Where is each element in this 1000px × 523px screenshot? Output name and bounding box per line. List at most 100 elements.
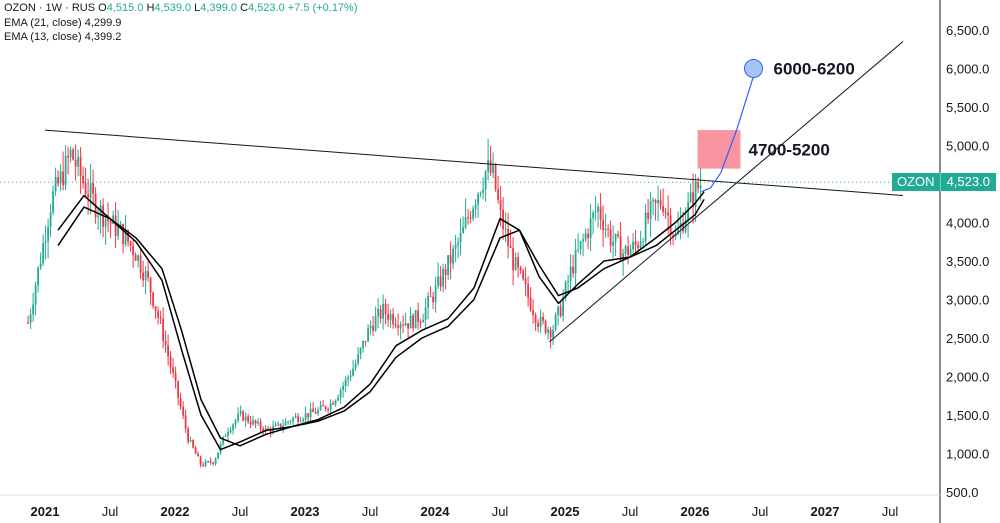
- candle-body-down: [332, 403, 334, 405]
- candle-body-down: [617, 234, 619, 237]
- candle-body-down: [444, 268, 447, 276]
- legend-symbol-line[interactable]: OZON · 1W · RUS O4,515.0 H4,539.0 L4,399…: [4, 2, 358, 15]
- candle-body-up: [214, 458, 217, 464]
- candle-body-up: [117, 225, 119, 236]
- candle-body-up: [547, 329, 549, 333]
- candle-body-up: [229, 430, 232, 433]
- legend-ema21[interactable]: EMA (21, close) 4,299.9: [4, 17, 121, 30]
- ema13-line: [57, 191, 705, 451]
- low-label: L: [194, 2, 201, 14]
- candle-body-up: [442, 268, 444, 287]
- candle-body-down: [179, 397, 182, 407]
- candle-body-up: [557, 306, 559, 315]
- candle-body-down: [62, 171, 64, 186]
- candle-body-up: [589, 218, 592, 239]
- candle-body-down: [259, 421, 262, 429]
- candle-body-up: [484, 171, 487, 190]
- close-label: C: [240, 2, 249, 14]
- lines-layer: [0, 41, 940, 451]
- candle-body-down: [627, 246, 629, 256]
- candle-body-up: [277, 423, 279, 425]
- candle-body-up: [69, 149, 72, 158]
- candle-body-up: [454, 244, 457, 249]
- candle-body-up: [424, 307, 427, 321]
- candle-body-down: [109, 221, 112, 224]
- candle-body-down: [114, 215, 117, 236]
- candle-body-down: [159, 317, 162, 319]
- candle-body-up: [427, 295, 429, 308]
- y-axis[interactable]: 6,500.06,000.05,500.05,000.04,500.04,000…: [946, 23, 989, 500]
- candle-body-up: [204, 461, 207, 466]
- candle-body-down: [509, 245, 512, 248]
- candle-body-up: [77, 156, 79, 167]
- candle-body-up: [337, 397, 339, 401]
- candle-body-down: [384, 303, 387, 315]
- candle-body-up: [362, 341, 364, 349]
- candle-body-up: [222, 436, 224, 444]
- candle-body-down: [544, 320, 547, 333]
- change-value: +7.5 (+0.17%): [287, 2, 358, 14]
- candle-body-down: [262, 428, 264, 432]
- y-tick-label: 2,000.0: [946, 370, 989, 385]
- target-point-label: 6000-6200: [774, 60, 855, 79]
- annotations-layer: 4700-5200 6000-6200: [697, 59, 855, 193]
- candle-body-up: [52, 191, 54, 213]
- candle-body-down: [619, 236, 622, 261]
- candle-body-up: [37, 267, 39, 286]
- y-tick-label: 3,500.0: [946, 254, 989, 269]
- candle-body-up: [604, 228, 607, 231]
- candle-body-up: [329, 403, 332, 410]
- candle-body-up: [677, 228, 679, 235]
- candle-body-up: [257, 421, 259, 424]
- candle-body-up: [64, 155, 67, 186]
- candles-layer: [27, 138, 702, 468]
- candle-body-up: [447, 255, 449, 276]
- candle-body-down: [267, 428, 269, 430]
- candle-body-up: [414, 310, 417, 329]
- candle-body-down: [397, 325, 399, 328]
- candle-body-down: [127, 230, 129, 242]
- candle-body-up: [459, 232, 462, 243]
- candle-body-up: [404, 323, 407, 326]
- candle-body-down: [537, 323, 539, 327]
- candle-body-down: [174, 372, 177, 382]
- x-tick-label: Jul: [232, 504, 249, 519]
- candle-body-up: [104, 218, 107, 227]
- candle-body-down: [599, 206, 602, 220]
- candle-body-down: [529, 297, 532, 311]
- candle-body-up: [274, 424, 277, 427]
- y-tick-label: 6,000.0: [946, 62, 989, 77]
- candle-body-up: [562, 298, 564, 317]
- candle-body-down: [667, 212, 669, 216]
- x-tick-label: Jul: [362, 504, 379, 519]
- candle-body-down: [364, 341, 367, 343]
- candle-body-up: [574, 249, 577, 274]
- candle-body-up: [594, 211, 597, 213]
- candle-body-down: [84, 183, 87, 195]
- candle-body-up: [377, 308, 379, 317]
- candle-body-up: [582, 239, 584, 242]
- candle-body-down: [312, 408, 314, 412]
- legend-ema13[interactable]: EMA (13, close) 4,399.2: [4, 31, 121, 44]
- candle-body-down: [659, 199, 662, 206]
- x-tick-label: 2022: [161, 504, 190, 519]
- candle-body-down: [372, 325, 374, 331]
- candle-body-up: [487, 160, 489, 172]
- candle-body-up: [514, 256, 517, 270]
- candle-body-up: [674, 234, 677, 237]
- candle-body-down: [417, 310, 419, 322]
- candle-body-up: [564, 282, 567, 299]
- candle-body-up: [579, 241, 582, 250]
- x-tick-label: 2026: [681, 504, 710, 519]
- candle-body-down: [209, 461, 212, 463]
- candle-body-down: [322, 405, 324, 407]
- x-axis[interactable]: 2021 Jul 2022 Jul 2023 Jul 2024 Jul 2025 Jul 2026 J…: [31, 504, 899, 519]
- ema13-label: EMA (13, close): [4, 31, 82, 43]
- candle-body-up: [359, 348, 362, 355]
- candle-body-down: [314, 411, 317, 414]
- candle-body-up: [144, 271, 147, 281]
- candle-body-down: [202, 464, 204, 466]
- candle-body-down: [634, 241, 637, 246]
- candle-body-down: [327, 409, 329, 411]
